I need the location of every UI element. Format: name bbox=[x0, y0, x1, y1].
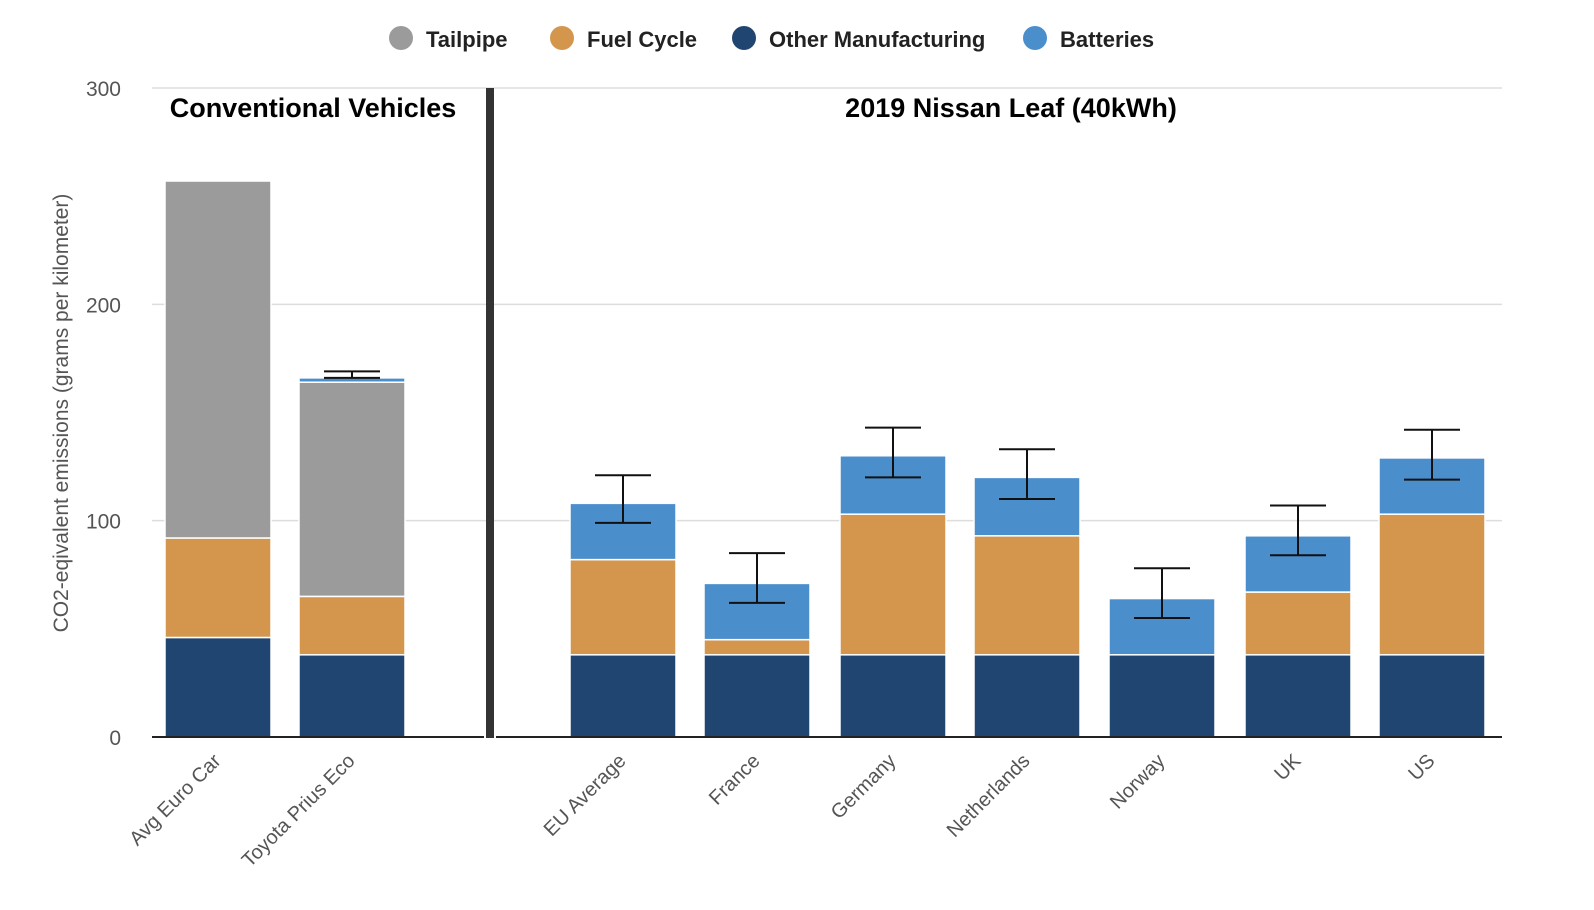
bar-toyota-prius-eco-fuel-cycle bbox=[298, 595, 406, 656]
error-bar-norway bbox=[1134, 567, 1190, 620]
y-axis-ticks: 0 100 200 300 bbox=[86, 78, 121, 750]
legend-item-fuel-cycle: Fuel Cycle bbox=[550, 26, 697, 52]
legend-item-batteries: Batteries bbox=[1023, 26, 1154, 52]
bar-avg-euro-car-tailpipe bbox=[164, 180, 272, 539]
bar-norway-other-manufacturing bbox=[1108, 654, 1216, 738]
x-axis-ticks: Avg Euro Car Toyota Prius Eco EU Average Fr… bbox=[125, 750, 1439, 872]
y-tick-label: 0 bbox=[109, 727, 121, 750]
error-bar-eu-average bbox=[595, 474, 651, 524]
legend-label: Batteries bbox=[1060, 27, 1154, 52]
legend-label: Fuel Cycle bbox=[587, 27, 697, 52]
error-bar-netherlands bbox=[999, 448, 1055, 501]
legend-item-other-manufacturing: Other Manufacturing bbox=[732, 26, 985, 52]
legend-item-tailpipe: Tailpipe bbox=[389, 26, 508, 52]
y-tick-label: 200 bbox=[86, 294, 121, 317]
x-tick-label: Germany bbox=[827, 750, 901, 824]
bar-toyota-prius-eco-tailpipe bbox=[298, 381, 406, 598]
bar-germany-other-manufacturing bbox=[839, 654, 947, 738]
legend-swatch bbox=[732, 26, 756, 50]
legend-swatch bbox=[389, 26, 413, 50]
y-tick-label: 100 bbox=[86, 511, 121, 534]
y-tick-label: 300 bbox=[86, 78, 121, 101]
x-tick-label: Netherlands bbox=[943, 750, 1035, 842]
x-tick-label: US bbox=[1404, 750, 1439, 785]
bar-france-other-manufacturing bbox=[703, 654, 811, 738]
x-tick-label: Norway bbox=[1106, 750, 1169, 813]
bar-netherlands-other-manufacturing bbox=[973, 654, 1081, 738]
y-axis-label: CO2-eqivalent emissions (grams per kilom… bbox=[50, 194, 73, 633]
bar-us-other-manufacturing bbox=[1378, 654, 1486, 738]
error-bar-uk bbox=[1270, 504, 1326, 557]
x-tick-label: Toyota Prius Eco bbox=[238, 750, 360, 872]
legend-swatch bbox=[1023, 26, 1047, 50]
x-tick-label: Avg Euro Car bbox=[125, 750, 225, 850]
bar-uk-fuel-cycle bbox=[1244, 591, 1352, 656]
error-bars bbox=[324, 370, 1460, 620]
x-tick-label: EU Average bbox=[540, 750, 631, 841]
bar-netherlands-fuel-cycle bbox=[973, 535, 1081, 656]
bar-eu-average-fuel-cycle bbox=[569, 558, 677, 656]
error-bar-france bbox=[729, 552, 785, 604]
bar-us-fuel-cycle bbox=[1378, 513, 1486, 656]
bar-germany-fuel-cycle bbox=[839, 513, 947, 656]
bar-uk-other-manufacturing bbox=[1244, 654, 1352, 738]
bars bbox=[164, 180, 1486, 738]
legend-swatch bbox=[550, 26, 574, 50]
bar-toyota-prius-eco-other-manufacturing bbox=[298, 654, 406, 738]
bar-france-fuel-cycle bbox=[703, 638, 811, 656]
error-bar-germany bbox=[865, 426, 921, 479]
bar-avg-euro-car-other-manufacturing bbox=[164, 636, 272, 738]
bar-eu-average-other-manufacturing bbox=[569, 654, 677, 738]
group-title-nissan-leaf: 2019 Nissan Leaf (40kWh) bbox=[845, 93, 1177, 123]
error-bar-us bbox=[1404, 428, 1460, 481]
group-title-conventional: Conventional Vehicles bbox=[170, 93, 457, 123]
bar-avg-euro-car-fuel-cycle bbox=[164, 537, 272, 639]
legend: Tailpipe Fuel Cycle Other Manufacturing Bat… bbox=[389, 26, 1154, 52]
x-tick-label: France bbox=[705, 750, 765, 810]
x-tick-label: UK bbox=[1270, 750, 1306, 786]
error-bar-toyota-prius-eco bbox=[324, 370, 380, 379]
legend-label: Other Manufacturing bbox=[769, 27, 985, 52]
legend-label: Tailpipe bbox=[426, 27, 508, 52]
